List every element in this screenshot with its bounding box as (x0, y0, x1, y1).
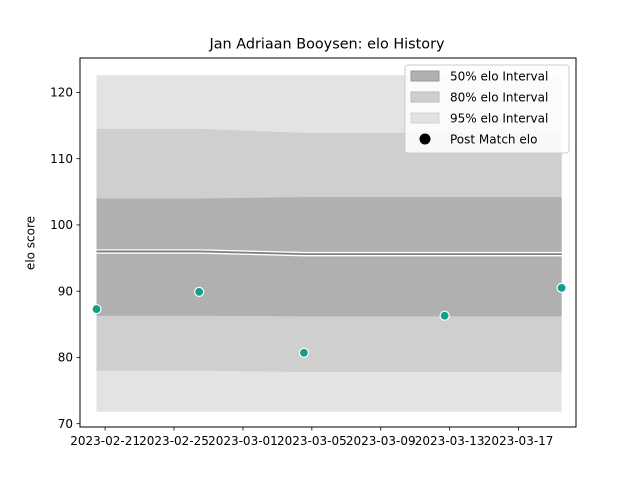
legend-label: 50% elo Interval (450, 70, 548, 84)
legend: 50% elo Interval 80% elo Interval 95% elo … (404, 64, 570, 154)
chart-title: Jan Adriaan Booysen: elo History (208, 37, 445, 53)
x-tick-label: 2023-03-17 (484, 434, 554, 448)
legend-label: 80% elo Interval (450, 91, 548, 105)
x-tick-label: 2023-02-21 (70, 434, 140, 448)
post-match-point (439, 310, 450, 321)
legend-box (404, 64, 570, 154)
legend-label: 95% elo Interval (450, 112, 548, 126)
y-tick-label: 100 (50, 218, 73, 232)
x-tick-label: 2023-03-01 (208, 434, 278, 448)
x-axis-ticks: 2023-02-21 2023-02-25 2023-03-01 2023-03-05… (70, 427, 553, 448)
y-tick-label: 110 (50, 152, 73, 166)
post-match-points (91, 282, 567, 358)
mean-line-group (96, 249, 562, 257)
y-tick-label: 70 (58, 417, 73, 431)
x-tick-label: 2023-03-05 (277, 434, 347, 448)
legend-swatch-95 (410, 112, 440, 124)
post-match-point (194, 286, 205, 297)
post-match-point (298, 347, 310, 358)
band-50-interval (96, 197, 562, 317)
y-tick-label: 80 (58, 351, 73, 365)
mean-elo-line (96, 250, 562, 255)
x-tick-label: 2023-03-09 (346, 434, 416, 448)
legend-marker-post-match (419, 133, 431, 145)
legend-swatch-50 (410, 70, 440, 82)
post-match-point (556, 282, 567, 293)
y-tick-label: 120 (50, 86, 73, 100)
y-axis-label: elo score (24, 216, 38, 270)
post-match-point (91, 303, 102, 315)
legend-swatch-80 (410, 91, 440, 103)
legend-label: Post Match elo (450, 133, 537, 147)
x-tick-label: 2023-02-25 (139, 434, 209, 448)
y-axis-ticks: 70 80 90 100 110 120 (50, 86, 80, 431)
plot-area-frame (79, 57, 577, 428)
x-tick-label: 2023-03-13 (415, 434, 485, 448)
y-tick-label: 90 (58, 284, 73, 298)
